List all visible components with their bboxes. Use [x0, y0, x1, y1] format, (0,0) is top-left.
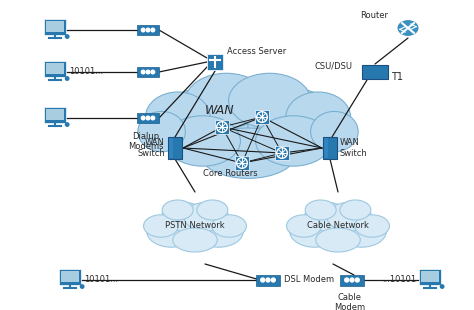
Text: WAN
Switch: WAN Switch: [340, 138, 368, 158]
Circle shape: [345, 278, 349, 282]
Ellipse shape: [184, 202, 228, 231]
FancyBboxPatch shape: [59, 269, 81, 285]
Circle shape: [261, 116, 264, 118]
Circle shape: [266, 278, 270, 282]
Text: WAN: WAN: [205, 104, 235, 117]
Ellipse shape: [185, 73, 267, 128]
FancyBboxPatch shape: [61, 272, 79, 282]
Ellipse shape: [146, 92, 210, 142]
Ellipse shape: [340, 200, 371, 220]
Ellipse shape: [304, 202, 349, 231]
Ellipse shape: [189, 85, 308, 171]
FancyBboxPatch shape: [421, 272, 439, 282]
FancyBboxPatch shape: [44, 61, 66, 77]
Ellipse shape: [327, 202, 372, 231]
Text: 10101...: 10101...: [69, 68, 103, 77]
FancyBboxPatch shape: [207, 54, 223, 70]
Circle shape: [65, 35, 69, 38]
Ellipse shape: [162, 202, 206, 231]
Text: Dialup
Modems: Dialup Modems: [128, 132, 164, 151]
FancyBboxPatch shape: [255, 110, 269, 124]
FancyBboxPatch shape: [323, 137, 337, 159]
Ellipse shape: [146, 215, 196, 247]
FancyBboxPatch shape: [340, 274, 364, 286]
Circle shape: [271, 278, 275, 282]
Ellipse shape: [290, 215, 339, 247]
Text: 10101...: 10101...: [84, 276, 118, 285]
Circle shape: [220, 126, 223, 128]
Circle shape: [146, 70, 150, 74]
Circle shape: [65, 77, 69, 80]
Ellipse shape: [287, 215, 321, 237]
Ellipse shape: [310, 111, 358, 152]
Ellipse shape: [200, 128, 297, 178]
Ellipse shape: [162, 200, 193, 220]
FancyBboxPatch shape: [168, 137, 182, 159]
Ellipse shape: [197, 200, 228, 220]
Circle shape: [440, 285, 444, 288]
Text: Cable Network: Cable Network: [307, 222, 369, 231]
Circle shape: [151, 70, 155, 74]
FancyBboxPatch shape: [215, 120, 229, 134]
Ellipse shape: [163, 207, 227, 249]
Ellipse shape: [144, 215, 178, 237]
Circle shape: [141, 70, 145, 74]
Ellipse shape: [255, 116, 331, 166]
Ellipse shape: [212, 215, 246, 237]
Ellipse shape: [306, 207, 370, 249]
Circle shape: [146, 28, 150, 32]
FancyBboxPatch shape: [137, 67, 159, 77]
Circle shape: [141, 28, 145, 32]
Text: DSL Modem: DSL Modem: [284, 276, 334, 285]
Text: ...10101: ...10101: [382, 276, 416, 285]
Ellipse shape: [228, 73, 310, 128]
Text: Core Routers: Core Routers: [203, 169, 257, 178]
Ellipse shape: [194, 215, 243, 247]
FancyBboxPatch shape: [419, 269, 441, 285]
FancyBboxPatch shape: [46, 109, 64, 120]
FancyBboxPatch shape: [256, 274, 280, 286]
Circle shape: [261, 278, 264, 282]
Ellipse shape: [248, 88, 339, 160]
FancyBboxPatch shape: [46, 21, 64, 32]
Circle shape: [141, 116, 145, 120]
Ellipse shape: [337, 215, 386, 247]
Circle shape: [241, 162, 244, 164]
Circle shape: [350, 278, 354, 282]
FancyBboxPatch shape: [275, 146, 289, 160]
Text: Router: Router: [360, 11, 388, 20]
Circle shape: [151, 28, 155, 32]
FancyBboxPatch shape: [169, 138, 173, 158]
Circle shape: [281, 152, 283, 154]
Ellipse shape: [286, 92, 351, 142]
FancyBboxPatch shape: [324, 138, 328, 158]
FancyBboxPatch shape: [137, 113, 159, 123]
Ellipse shape: [305, 200, 336, 220]
Circle shape: [65, 123, 69, 126]
Circle shape: [356, 278, 359, 282]
Ellipse shape: [355, 215, 390, 237]
Text: T1: T1: [391, 72, 403, 82]
FancyBboxPatch shape: [46, 64, 64, 74]
Circle shape: [81, 285, 84, 288]
Circle shape: [146, 116, 150, 120]
Text: Access Server: Access Server: [227, 47, 286, 56]
Ellipse shape: [165, 116, 240, 166]
FancyBboxPatch shape: [44, 107, 66, 123]
FancyBboxPatch shape: [44, 19, 66, 35]
Circle shape: [151, 116, 155, 120]
Text: Cable
Modem: Cable Modem: [335, 293, 365, 310]
FancyBboxPatch shape: [235, 156, 249, 170]
Text: WAN
Switch: WAN Switch: [137, 138, 165, 158]
Ellipse shape: [173, 228, 217, 252]
FancyBboxPatch shape: [362, 65, 388, 79]
Ellipse shape: [397, 20, 419, 37]
Ellipse shape: [138, 111, 185, 152]
FancyBboxPatch shape: [137, 25, 159, 35]
Ellipse shape: [316, 228, 360, 252]
Text: CSU/DSU: CSU/DSU: [315, 61, 353, 70]
Text: PSTN Network: PSTN Network: [165, 222, 225, 231]
Ellipse shape: [157, 88, 248, 160]
